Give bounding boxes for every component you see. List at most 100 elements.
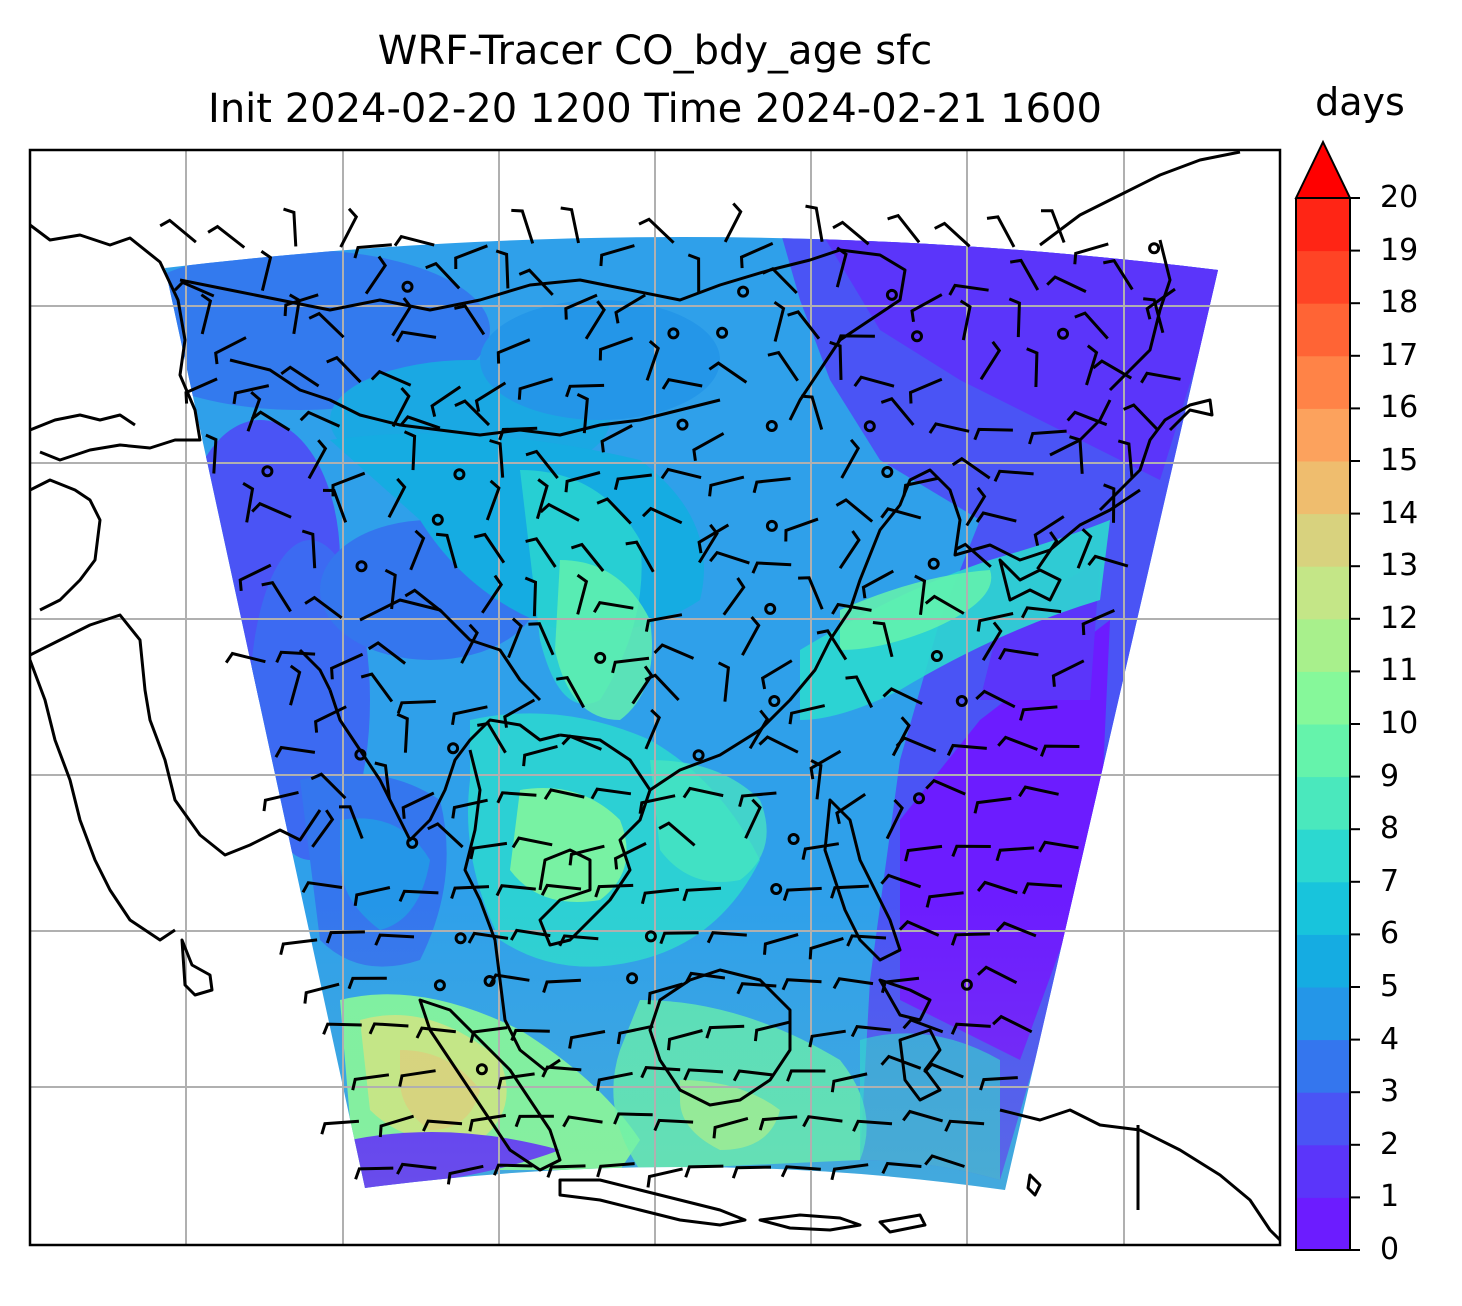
wind-barb <box>816 629 848 661</box>
colorbar-tick-label: 20 <box>1380 180 1419 215</box>
wind-barb <box>880 1054 922 1070</box>
calm-wind-marker <box>960 978 973 991</box>
wind-barb <box>1069 435 1084 474</box>
calm-wind-marker <box>881 466 894 478</box>
wind-barb <box>880 397 915 426</box>
wind-barb <box>430 385 462 417</box>
colorbar-tick-label: 12 <box>1380 600 1419 636</box>
wind-barb <box>395 330 437 343</box>
wind-barb <box>173 280 215 298</box>
wind-barb <box>1051 659 1085 687</box>
colorbar-tick-label: 6 <box>1380 916 1400 952</box>
wind-barb <box>832 220 870 246</box>
wind-barb <box>687 253 701 293</box>
wind-barb <box>560 206 580 244</box>
wind-barb <box>645 340 660 381</box>
wind-barb <box>653 643 695 660</box>
calm-wind-marker <box>765 420 778 432</box>
calm-wind-marker <box>913 792 925 805</box>
wind-barb <box>474 381 507 412</box>
wind-barb <box>810 759 823 800</box>
wind-barb <box>1081 609 1115 636</box>
wind-barb <box>697 523 730 554</box>
wind-barb <box>809 749 842 780</box>
wind-barb <box>616 1024 654 1045</box>
wind-barb <box>705 1024 745 1039</box>
wind-barb <box>496 791 537 804</box>
wind-barb <box>850 1025 892 1038</box>
wind-barb <box>261 581 292 613</box>
wind-barb <box>451 705 488 726</box>
wind-barb <box>976 612 1014 632</box>
wind-barb <box>751 561 792 574</box>
wind-barb <box>498 426 538 441</box>
colorbar-tick-label: 17 <box>1380 337 1419 373</box>
calm-wind-marker <box>885 288 898 301</box>
wind-barb <box>598 336 634 361</box>
wind-barb <box>367 641 407 665</box>
calm-wind-marker <box>667 327 680 340</box>
wind-barb <box>682 886 722 902</box>
wind-barb <box>251 501 292 519</box>
wind-barb <box>830 1163 869 1181</box>
wind-barb <box>288 293 301 335</box>
wind-barb <box>325 930 365 944</box>
colorbar-tick-label: 9 <box>1380 758 1400 794</box>
wind-barb <box>758 1115 798 1131</box>
wind-barb <box>880 976 920 994</box>
wind-barb <box>565 383 605 398</box>
wind-barb <box>852 1119 893 1132</box>
wind-barb <box>510 1028 550 1042</box>
calm-wind-marker <box>447 742 460 755</box>
calm-wind-marker <box>594 651 607 664</box>
colorbar-tick-label: 4 <box>1380 1021 1400 1057</box>
wind-barb <box>354 1166 394 1180</box>
calm-wind-marker <box>676 418 689 431</box>
colorbar-bin <box>1296 776 1350 830</box>
colorbar-tick-label: 3 <box>1380 1074 1400 1110</box>
calm-wind-marker <box>401 280 414 293</box>
wind-barb <box>781 978 822 991</box>
wind-barb <box>205 433 218 474</box>
wind-barb <box>808 1029 846 1048</box>
wind-barb <box>304 595 343 620</box>
wind-barb <box>594 883 634 898</box>
colorbar-bin <box>1296 1144 1350 1198</box>
wind-barb <box>522 744 558 767</box>
wind-barb <box>546 1164 586 1178</box>
wind-barb <box>541 1065 582 1078</box>
colorbar-bin <box>1296 513 1350 567</box>
wind-barb <box>895 736 937 753</box>
wind-barb <box>1123 403 1159 431</box>
wind-barb <box>543 788 585 801</box>
colorbar-tick-label: 16 <box>1380 390 1419 426</box>
colorbar-bin <box>1296 1092 1350 1146</box>
wind-barb <box>904 844 943 862</box>
wind-barb <box>910 293 943 323</box>
wind-barb <box>396 700 436 714</box>
wind-barb <box>975 511 1017 523</box>
colorbar-tick-label: 19 <box>1380 232 1419 268</box>
wind-barb <box>207 224 246 249</box>
wind-barb <box>880 873 922 889</box>
wind-barb <box>503 698 536 728</box>
wind-barb <box>517 377 554 400</box>
wind-barb <box>641 506 683 525</box>
colorbar-bin <box>1296 461 1350 515</box>
wind-barb <box>712 1116 749 1139</box>
wind-barb <box>509 928 551 941</box>
wind-barb <box>829 340 843 380</box>
wind-barb <box>924 1154 965 1168</box>
wind-barb <box>767 350 799 382</box>
wind-barb <box>308 311 345 339</box>
wind-barb <box>524 576 538 617</box>
wind-barb <box>835 246 848 288</box>
wind-barb <box>979 1076 1018 1091</box>
wind-barb <box>1022 882 1063 895</box>
wind-barb <box>709 550 750 565</box>
wind-barb <box>496 338 531 364</box>
wind-barb <box>908 377 943 404</box>
colorbar-bin <box>1296 987 1350 1041</box>
wind-barb <box>973 796 1012 814</box>
wind-barb <box>528 622 555 656</box>
